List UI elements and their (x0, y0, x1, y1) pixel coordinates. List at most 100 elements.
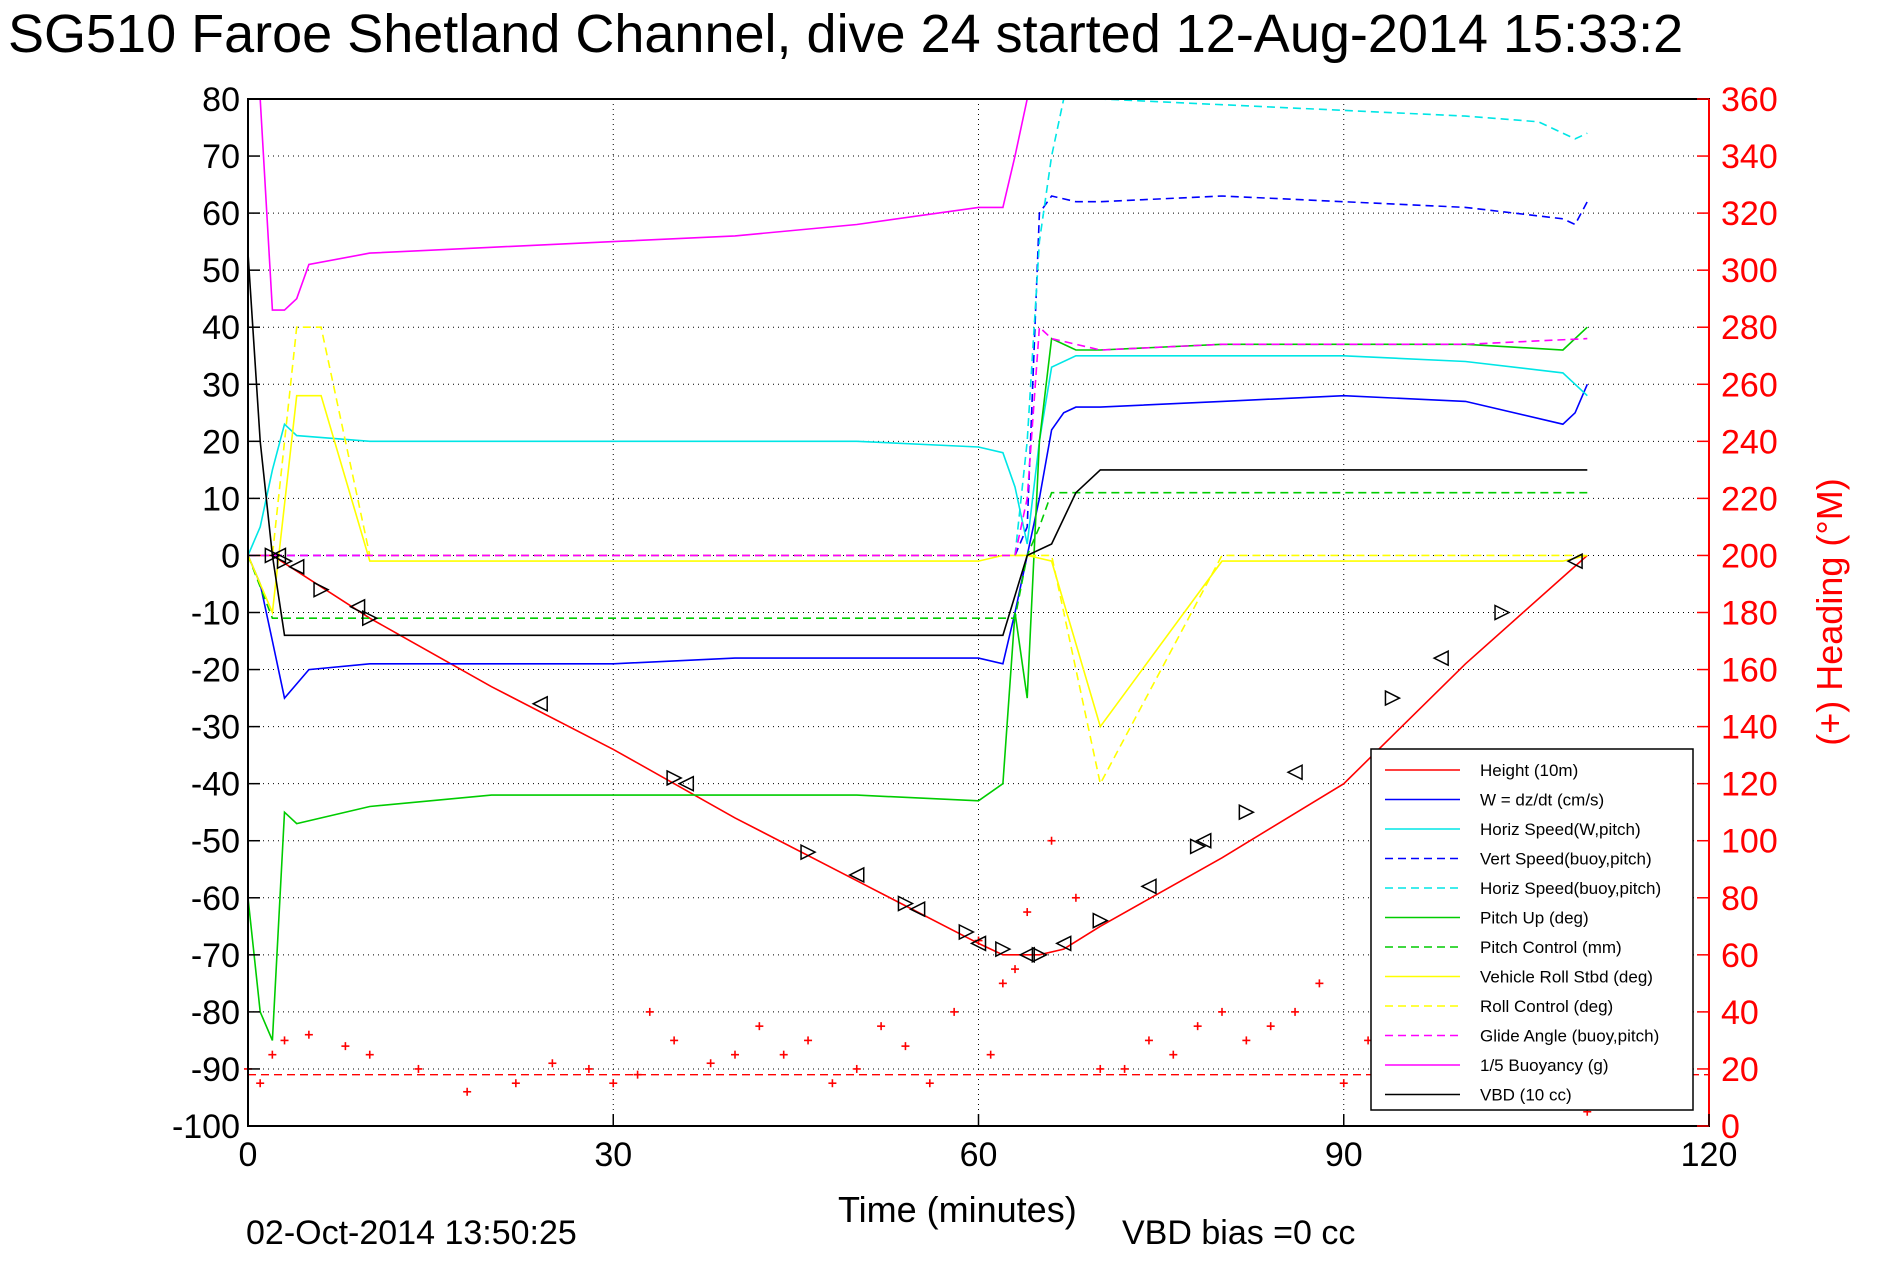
tick-label-right: 40 (1721, 994, 1759, 1032)
legend-entry: Pitch Up (deg) (1385, 909, 1589, 928)
series-line-horiz-speed-w-pitch (247, 354, 1588, 556)
tick-label-right: 260 (1721, 366, 1778, 404)
dive-marker (908, 900, 926, 918)
tick-label-right: 100 (1721, 823, 1778, 861)
heading-point (925, 1079, 934, 1088)
dive-marker (848, 866, 865, 884)
heading-point (1291, 1007, 1300, 1016)
heading-point (268, 1050, 277, 1059)
dive-markers (264, 547, 1583, 964)
legend-label: VBD (10 cc) (1480, 1086, 1572, 1105)
tick-label-right: 220 (1721, 480, 1778, 518)
legend-label: Pitch Up (deg) (1480, 909, 1589, 928)
dive-marker (531, 695, 548, 713)
heading-point (1169, 1050, 1178, 1059)
dive-marker (1566, 552, 1583, 570)
tick-label-x: 60 (960, 1136, 998, 1174)
series-line-w-dz-dt-cm-s (247, 383, 1589, 700)
heading-point (804, 1036, 813, 1045)
legend-label: Horiz Speed(W,pitch) (1480, 820, 1641, 839)
heading-point (1011, 965, 1020, 974)
y-axis-left: 80 70 60 50 40 30 20 10 0 -10 -20 -30 -40 -50 -60 -70 -8… (172, 81, 260, 1146)
y-axis-right: 3603403203002802602402202001801601401201… (1697, 81, 1778, 1146)
tick-label-x: 30 (594, 1136, 632, 1174)
legend-entry: Pitch Control (mm) (1385, 938, 1622, 957)
dive-marker (969, 935, 987, 952)
legend-label: W = dz/dt (cm/s) (1480, 791, 1604, 810)
heading-point (670, 1036, 679, 1045)
legend-entries: Height (10m) W = dz/dt (cm/s) Horiz Speed(… (1385, 761, 1661, 1105)
heading-point (852, 1064, 861, 1073)
heading-point (1218, 1007, 1226, 1016)
footer-date: 02-Oct-2014 13:50:25 (246, 1214, 577, 1252)
tick-label-left: -100 (172, 1108, 240, 1146)
legend-entry: Horiz Speed(buoy,pitch) (1385, 879, 1661, 898)
dive-marker (1432, 649, 1449, 667)
tick-label-left: -40 (191, 766, 240, 804)
tick-label-left: -60 (191, 880, 240, 918)
heading-point (256, 1079, 265, 1088)
tick-label-right: 240 (1721, 423, 1778, 461)
dive-marker (288, 558, 305, 576)
tick-label-right: 0 (1721, 1108, 1740, 1146)
dive-marker (677, 775, 695, 792)
dive-marker (1018, 946, 1035, 964)
heading-point (584, 1064, 593, 1073)
legend-label: Vert Speed(buoy,pitch) (1480, 850, 1652, 869)
tick-label-right: 200 (1721, 537, 1778, 575)
legend-entry: W = dz/dt (cm/s) (1385, 791, 1604, 810)
tick-label-right: 20 (1721, 1051, 1759, 1089)
series-line-pitch-control-mm (247, 491, 1588, 620)
tick-label-left: -90 (191, 1051, 240, 1089)
heading-point (304, 1030, 313, 1039)
dive-marker (897, 895, 915, 912)
chart-title: SG510 Faroe Shetland Channel, dive 24 st… (8, 4, 1683, 64)
heading-point (779, 1050, 788, 1059)
tick-label-right: 300 (1721, 252, 1778, 290)
legend-entry: Horiz Speed(W,pitch) (1385, 820, 1641, 839)
heading-point (1096, 1064, 1105, 1073)
grid (248, 99, 1709, 1126)
heading-point (414, 1064, 423, 1073)
dive-marker (1055, 935, 1072, 952)
tick-label-right: 160 (1721, 652, 1778, 690)
dive-marker (1031, 946, 1049, 964)
tick-label-right: 280 (1721, 309, 1778, 347)
series-line-vert-speed-buoy-pitch (248, 195, 1589, 557)
dive-marker (666, 769, 683, 787)
tick-label-right: 360 (1721, 81, 1778, 119)
heading-point (280, 1036, 289, 1045)
dive-marker (1189, 838, 1207, 855)
legend-label: Glide Angle (buoy,pitch) (1480, 1027, 1659, 1046)
heading-point (511, 1079, 520, 1088)
heading-point (986, 1050, 995, 1059)
legend-entry: Glide Angle (buoy,pitch) (1385, 1027, 1659, 1046)
legend-entry: Vert Speed(buoy,pitch) (1385, 850, 1652, 869)
tick-label-left: 30 (202, 366, 240, 404)
dive-marker (264, 547, 282, 564)
heading-point (548, 1059, 557, 1068)
dive-marker (1195, 832, 1212, 849)
legend-entry: 1/5 Buoyancy (g) (1385, 1056, 1609, 1075)
heading-point (998, 979, 1007, 988)
tick-label-x: 120 (1681, 1136, 1738, 1174)
tick-label-left: -20 (191, 652, 240, 690)
tick-label-left: 50 (202, 252, 240, 290)
dive-marker (1092, 912, 1109, 929)
legend-label: Roll Control (deg) (1480, 997, 1613, 1016)
tick-label-x: 90 (1325, 1136, 1363, 1174)
heading-point (828, 1079, 837, 1088)
dive-marker (1286, 764, 1303, 781)
legend-label: 1/5 Buoyancy (g) (1480, 1056, 1609, 1075)
dive-marker (995, 940, 1012, 958)
dive-marker (958, 923, 976, 941)
tick-label-x: 0 (239, 1136, 258, 1174)
dive-marker (1140, 878, 1157, 895)
footer-note: VBD bias =0 cc (1122, 1214, 1355, 1252)
heading-point (1315, 979, 1324, 988)
tick-label-left: -80 (191, 994, 240, 1032)
series-line-height-10m (248, 554, 1588, 956)
dive-marker (313, 581, 330, 598)
heading-point (877, 1022, 886, 1031)
